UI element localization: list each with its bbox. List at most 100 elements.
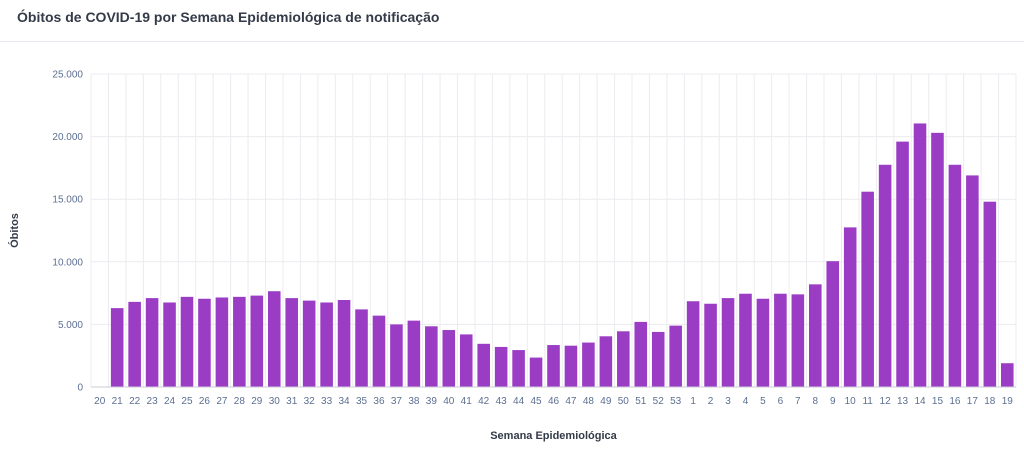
x-tick-label: 47 <box>565 396 577 407</box>
x-tick-label: 12 <box>880 396 892 407</box>
bar[interactable] <box>721 298 735 387</box>
x-tick-label: 18 <box>984 396 996 407</box>
bar[interactable] <box>529 357 543 387</box>
x-tick-label: 20 <box>94 396 106 407</box>
x-tick-label: 40 <box>443 396 455 407</box>
bar[interactable] <box>250 295 264 387</box>
x-tick-label: 41 <box>461 396 473 407</box>
bar[interactable] <box>966 175 979 387</box>
x-tick-label: 28 <box>234 396 246 407</box>
bar[interactable] <box>128 301 141 387</box>
header-divider <box>0 41 1024 42</box>
bar[interactable] <box>809 284 822 387</box>
x-tick-label: 1 <box>690 396 696 407</box>
x-tick-label: 45 <box>530 396 542 407</box>
y-tick-label: 10.000 <box>52 257 83 268</box>
x-tick-label: 32 <box>304 396 316 407</box>
x-tick-label: 34 <box>339 396 351 407</box>
bar[interactable] <box>390 324 403 387</box>
grid-lines <box>90 73 1017 387</box>
bar[interactable] <box>302 300 316 387</box>
bar[interactable] <box>494 346 508 387</box>
bar[interactable] <box>704 303 717 387</box>
bar[interactable] <box>198 298 211 387</box>
bar[interactable] <box>617 331 630 387</box>
x-tick-label: 24 <box>164 396 176 407</box>
bar[interactable] <box>599 336 613 387</box>
bar[interactable] <box>861 191 874 387</box>
bar[interactable] <box>145 298 159 387</box>
bar[interactable] <box>843 227 857 387</box>
bar[interactable] <box>582 342 595 387</box>
bar[interactable] <box>355 309 368 387</box>
x-tick-label: 44 <box>513 396 525 407</box>
x-tick-label: 33 <box>321 396 333 407</box>
bar[interactable] <box>826 261 840 387</box>
x-tick-label: 29 <box>251 396 263 407</box>
bar[interactable] <box>372 315 386 387</box>
x-tick-label: 37 <box>391 396 403 407</box>
x-tick-label: 35 <box>356 396 368 407</box>
y-tick-label: 15.000 <box>52 195 83 206</box>
bar[interactable] <box>913 123 927 387</box>
x-tick-label: 15 <box>932 396 944 407</box>
page-title: Óbitos de COVID-19 por Semana Epidemioló… <box>17 9 440 25</box>
bar[interactable] <box>477 343 490 387</box>
bar[interactable] <box>512 350 525 387</box>
bar[interactable] <box>163 302 176 387</box>
x-tick-label: 26 <box>199 396 211 407</box>
bar[interactable] <box>337 299 351 387</box>
y-tick-label: 0 <box>77 383 83 394</box>
bar[interactable] <box>756 298 770 387</box>
bar[interactable] <box>442 330 456 387</box>
bar[interactable] <box>459 334 473 387</box>
bar[interactable] <box>739 293 752 387</box>
x-tick-label: 4 <box>743 396 749 407</box>
bar[interactable] <box>407 320 421 387</box>
bar[interactable] <box>686 301 700 387</box>
x-tick-label: 21 <box>112 396 124 407</box>
y-tick-label: 20.000 <box>52 132 83 143</box>
x-tick-label: 3 <box>725 396 731 407</box>
x-tick-label: 22 <box>129 396 141 407</box>
bar[interactable] <box>425 326 438 387</box>
bar[interactable] <box>669 325 682 387</box>
bar[interactable] <box>547 345 560 387</box>
bar[interactable] <box>878 164 892 387</box>
x-tick-label: 7 <box>795 396 801 407</box>
x-tick-label: 36 <box>373 396 385 407</box>
bar[interactable] <box>564 345 578 387</box>
bar[interactable] <box>180 296 194 387</box>
bar[interactable] <box>651 331 665 387</box>
bar[interactable] <box>267 291 281 387</box>
x-tick-label: 10 <box>845 396 857 407</box>
bar[interactable] <box>320 302 333 387</box>
x-tick-label: 30 <box>269 396 281 407</box>
x-tick-label: 2 <box>708 396 714 407</box>
bar[interactable] <box>233 296 246 387</box>
bar[interactable] <box>774 293 787 387</box>
x-tick-label: 52 <box>653 396 665 407</box>
bar[interactable] <box>948 164 962 387</box>
x-tick-label: 8 <box>813 396 819 407</box>
x-tick-label: 25 <box>181 396 193 407</box>
x-tick-label: 16 <box>949 396 961 407</box>
bar[interactable] <box>931 132 944 387</box>
x-tick-label: 51 <box>635 396 647 407</box>
bar[interactable] <box>791 294 805 387</box>
x-tick-label: 14 <box>914 396 926 407</box>
bar[interactable] <box>1000 363 1014 387</box>
bar[interactable] <box>110 308 124 387</box>
bar[interactable] <box>634 321 648 387</box>
y-axis-title: Óbitos <box>8 213 21 248</box>
bars <box>110 123 1014 387</box>
bar[interactable] <box>983 201 997 387</box>
x-tick-label: 39 <box>426 396 438 407</box>
x-tick-label: 6 <box>778 396 784 407</box>
bar[interactable] <box>215 297 229 387</box>
bar[interactable] <box>896 141 909 387</box>
bar[interactable] <box>285 298 298 387</box>
x-axis-title: Semana Epidemiológica <box>490 430 617 442</box>
x-tick-label: 38 <box>408 396 420 407</box>
